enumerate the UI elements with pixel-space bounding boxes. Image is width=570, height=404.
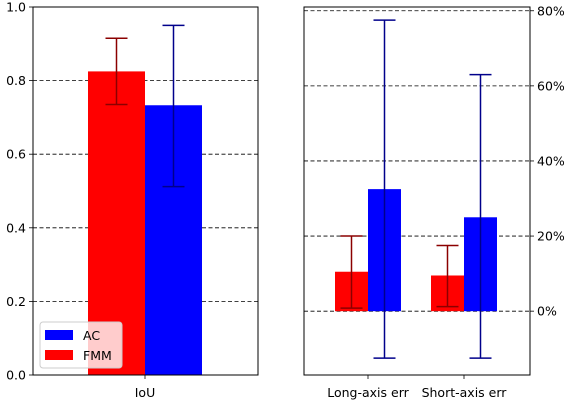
- error-bar-ac-0: [373, 19, 396, 359]
- error-bar-fmm-1: [436, 244, 459, 308]
- legend: AC FMM: [39, 321, 123, 369]
- y-tick-label: 0.6: [6, 147, 26, 162]
- y-tick-label: 0.2: [6, 294, 26, 309]
- axes-frame: [303, 6, 531, 376]
- error-bar-fmm-0: [105, 37, 128, 106]
- y-tick-label: 0.8: [6, 73, 26, 88]
- left-panel-iou: IoU 0.0 0.2 0.4 0.6 0.8 1.0 AC FMM: [6, 0, 259, 400]
- legend-label-ac: AC: [83, 328, 100, 343]
- legend-swatch-fmm: [45, 350, 73, 360]
- error-bar-ac-1: [469, 73, 492, 359]
- y-tick-label: 60%: [537, 78, 565, 93]
- error-bar-ac-0: [162, 24, 185, 188]
- y-tick-label: 20%: [537, 229, 565, 244]
- y-tick-label: 0.0: [6, 368, 26, 383]
- y-tick-label: 1.0: [6, 0, 26, 15]
- legend-swatch-ac: [45, 330, 73, 340]
- x-tick-label: Long-axis err: [327, 385, 409, 400]
- error-bar-fmm-0: [340, 235, 363, 309]
- x-tick-label: Short-axis err: [422, 385, 508, 400]
- right-panel-axis-error: Long-axis err Short-axis err 0% 20% 40% 60% 80…: [303, 3, 565, 400]
- y-tick-label: 40%: [537, 153, 565, 168]
- y-tick-label: 0%: [537, 304, 557, 319]
- axes-frame: [32, 6, 259, 376]
- x-tick-label: IoU: [135, 385, 155, 400]
- y-tick-label: 80%: [537, 3, 565, 18]
- legend-label-fmm: FMM: [83, 348, 112, 363]
- y-tick-label: 0.4: [6, 220, 26, 235]
